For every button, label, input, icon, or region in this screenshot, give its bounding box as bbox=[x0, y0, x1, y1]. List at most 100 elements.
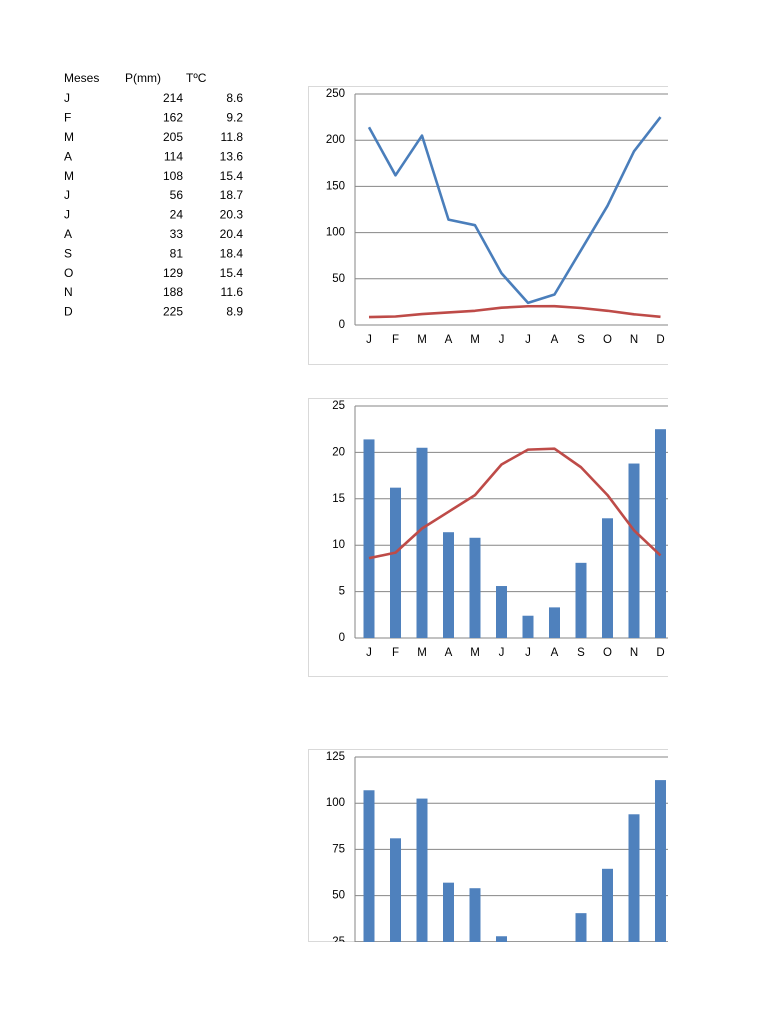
table-cell: 225 bbox=[163, 305, 183, 319]
table-cell: 15.4 bbox=[220, 169, 244, 183]
bar bbox=[655, 429, 666, 638]
y-tick-label: 150 bbox=[326, 180, 345, 192]
table-cell: 18.4 bbox=[220, 246, 244, 260]
bar bbox=[549, 958, 560, 988]
y-tick-label: 50 bbox=[332, 890, 345, 902]
x-tick-label: D bbox=[656, 647, 664, 659]
table-cell: 108 bbox=[163, 169, 183, 183]
table-cell: 8.9 bbox=[226, 305, 243, 319]
table-cell: 11.6 bbox=[221, 285, 244, 299]
y-tick-label: 0 bbox=[339, 319, 345, 331]
table-cell: 9.2 bbox=[226, 111, 243, 125]
y-tick-label: 0 bbox=[339, 632, 345, 644]
x-tick-label: S bbox=[577, 334, 585, 346]
y-tick-label: 250 bbox=[326, 88, 345, 100]
table-cell: 20.4 bbox=[220, 227, 244, 241]
table-cell: N bbox=[64, 285, 73, 299]
table-header: P(mm) bbox=[125, 71, 161, 85]
table-header: TºC bbox=[186, 71, 207, 85]
x-tick-label: J bbox=[499, 334, 505, 346]
table-cell: 205 bbox=[163, 130, 183, 144]
line bbox=[368, 304, 661, 319]
y-tick-label: 25 bbox=[332, 936, 345, 948]
bar bbox=[549, 607, 560, 638]
bar bbox=[416, 798, 428, 942]
x-tick-label: M bbox=[417, 334, 427, 346]
table-cell: 18.7 bbox=[220, 188, 244, 202]
table-cell: S bbox=[64, 246, 72, 260]
x-tick-label: M bbox=[470, 334, 480, 346]
x-tick-label: O bbox=[603, 334, 612, 346]
bar bbox=[416, 447, 428, 638]
table-cell: 214 bbox=[163, 91, 183, 105]
bar bbox=[602, 868, 613, 942]
table-cell: 11.8 bbox=[221, 130, 244, 144]
y-tick-label: 20 bbox=[332, 446, 345, 458]
x-tick-label: S bbox=[577, 647, 585, 659]
table-cell: M bbox=[64, 130, 74, 144]
bar bbox=[523, 966, 534, 988]
table-cell: O bbox=[64, 266, 73, 280]
x-tick-label: A bbox=[551, 334, 559, 346]
bar bbox=[522, 615, 534, 638]
bar bbox=[655, 780, 666, 942]
x-tick-label: J bbox=[366, 334, 372, 346]
x-tick-label: J bbox=[499, 647, 505, 659]
table-cell: 20.3 bbox=[220, 208, 244, 222]
bar bbox=[496, 586, 507, 638]
x-tick-label: A bbox=[551, 647, 559, 659]
table-cell: 33 bbox=[170, 227, 184, 241]
table-cell: 188 bbox=[163, 285, 183, 299]
bar bbox=[363, 790, 375, 942]
table-cell: 162 bbox=[163, 111, 183, 125]
table-cell: A bbox=[64, 149, 72, 163]
table-cell: J bbox=[64, 91, 70, 105]
y-tick-label: 10 bbox=[332, 539, 345, 551]
table-cell: D bbox=[64, 305, 73, 319]
bar bbox=[575, 562, 587, 638]
x-tick-label: J bbox=[525, 334, 531, 346]
y-tick-label: 50 bbox=[332, 273, 345, 285]
bar bbox=[443, 532, 454, 638]
bar bbox=[469, 537, 481, 638]
chart-border bbox=[308, 86, 668, 365]
data-table: Meses P(mm) TºC J 214 8.6 F 162 9.2 M 205 11.8 A 114 1… bbox=[64, 71, 243, 318]
y-tick-label: 100 bbox=[326, 797, 345, 809]
chart: 0 5 10 15 20 25 J F M A M J J A S O N D bbox=[308, 398, 668, 677]
chart: 0 50 100 150 200 250 J F M A M J J A S O N D bbox=[308, 86, 668, 365]
table-cell: 15.4 bbox=[220, 266, 244, 280]
y-tick-label: 25 bbox=[332, 400, 345, 412]
table-cell: J bbox=[64, 188, 70, 202]
line bbox=[367, 116, 662, 305]
y-tick-label: 15 bbox=[332, 493, 345, 505]
y-tick-label: 200 bbox=[326, 134, 345, 146]
bar bbox=[496, 936, 507, 942]
x-tick-label: F bbox=[392, 334, 399, 346]
table-header: Meses bbox=[64, 71, 99, 85]
table-cell: 129 bbox=[163, 266, 183, 280]
table-cell: 81 bbox=[170, 246, 184, 260]
table-cell: 24 bbox=[170, 208, 184, 222]
table-cell: F bbox=[64, 111, 71, 125]
chart: 25 50 75 100 125 bbox=[308, 749, 668, 988]
bar bbox=[443, 882, 454, 942]
x-tick-label: M bbox=[417, 647, 427, 659]
bar bbox=[628, 814, 640, 942]
x-tick-label: N bbox=[630, 647, 638, 659]
table-cell: 56 bbox=[170, 188, 184, 202]
y-tick-label: 5 bbox=[339, 586, 345, 598]
x-tick-label: M bbox=[470, 647, 480, 659]
x-tick-label: D bbox=[656, 334, 664, 346]
y-tick-label: 100 bbox=[326, 227, 345, 239]
bar bbox=[363, 439, 375, 638]
table-cell: A bbox=[64, 227, 72, 241]
bar bbox=[602, 518, 613, 638]
table-cell: M bbox=[64, 169, 74, 183]
x-tick-label: O bbox=[603, 647, 612, 659]
table-cell: 114 bbox=[164, 149, 183, 163]
y-tick-label: 125 bbox=[326, 751, 345, 763]
bar bbox=[390, 487, 401, 638]
x-tick-label: J bbox=[525, 647, 531, 659]
y-tick-label: 75 bbox=[332, 843, 345, 855]
